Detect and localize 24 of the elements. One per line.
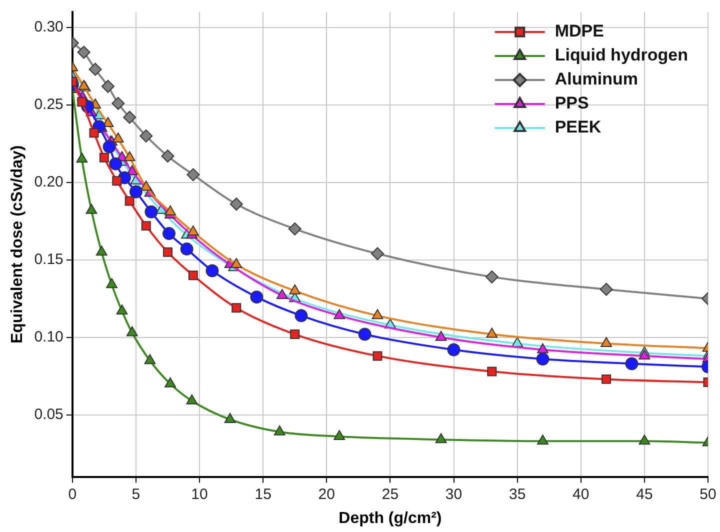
x-axis-title: Depth (g/cm²)	[338, 510, 442, 527]
x-tick-label: 35	[508, 486, 526, 503]
y-tick-label: 0.25	[34, 96, 64, 114]
x-tick-label: 15	[254, 486, 272, 503]
x-tick-label: 50	[700, 486, 716, 503]
y-tick-label: 0.30	[34, 18, 64, 36]
x-tick-label: 5	[132, 486, 140, 503]
x-tick-label: 40	[572, 486, 590, 503]
y-tick-label: 0.15	[34, 251, 64, 268]
x-tick-label: 20	[318, 486, 335, 503]
x-tick-label: 30	[445, 486, 462, 503]
y-tick-label: 0.05	[34, 406, 64, 423]
x-tick-label: 0	[68, 486, 77, 503]
x-tick-label: 25	[382, 486, 399, 503]
legend-label: MDPE	[554, 22, 604, 41]
legend-label: PPS	[554, 94, 589, 113]
y-tick-label: 0.10	[34, 328, 64, 346]
x-tick-label: 10	[191, 486, 208, 503]
y-tick-label: 0.20	[34, 174, 64, 191]
x-tick-label: 45	[636, 486, 653, 503]
legend-label: Liquid hydrogen	[554, 46, 688, 65]
legend-label: Aluminum	[554, 70, 638, 89]
y-axis-title: Equivalent dose (cSv/day)	[9, 145, 26, 344]
legend-label: PEEK	[554, 118, 602, 137]
